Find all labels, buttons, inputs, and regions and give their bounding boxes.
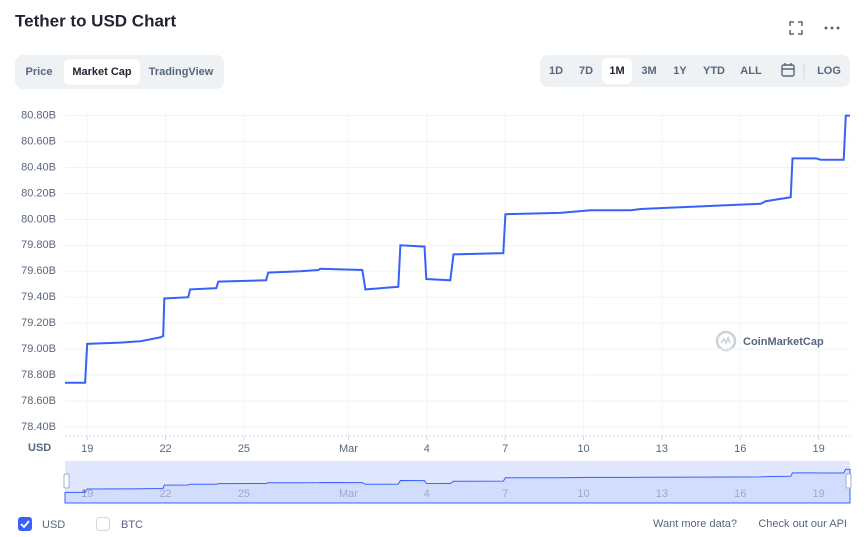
y-tick-label: 79.00B <box>21 343 56 355</box>
range-button[interactable]: 7D <box>579 65 593 77</box>
y-tick-label: 79.80B <box>21 239 56 251</box>
log-button[interactable]: LOG <box>817 65 841 77</box>
y-tick-label: 79.40B <box>21 291 56 303</box>
legend-entry: USD <box>42 519 65 531</box>
range-button[interactable]: 3M <box>641 65 656 77</box>
api-prompt: Want more data? <box>653 518 737 530</box>
x-tick-label: 7 <box>502 443 508 455</box>
legend-entry: BTC <box>121 519 143 531</box>
tab-active-bg <box>64 59 140 85</box>
range-button[interactable]: ALL <box>740 65 762 77</box>
range-button[interactable]: 1D <box>549 65 563 77</box>
y-tick-label: 79.20B <box>21 317 56 329</box>
x-tick-label: Mar <box>339 443 358 455</box>
calendar-icon[interactable] <box>781 63 795 77</box>
x-tick-label: 19 <box>81 443 93 455</box>
api-link[interactable]: Check out our API <box>758 518 847 530</box>
y-tick-label: 80.80B <box>21 110 56 122</box>
usd-checkbox[interactable] <box>18 517 32 531</box>
y-tick-label: 79.60B <box>21 265 56 277</box>
y-tick-label: 80.00B <box>21 213 56 225</box>
more-icon[interactable] <box>824 26 840 30</box>
navigator-area <box>64 468 851 504</box>
x-tick-label: 4 <box>424 443 430 455</box>
tab[interactable]: Price <box>26 66 53 78</box>
range-button[interactable]: 1M <box>609 65 624 77</box>
y-tick-label: 80.40B <box>21 161 56 173</box>
watermark-text: CoinMarketCap <box>743 336 824 348</box>
chart-title: Tether to USD Chart <box>15 11 177 30</box>
check-mark <box>20 520 30 529</box>
x-tick-label: 10 <box>577 443 589 455</box>
navigator-handle[interactable] <box>63 473 70 489</box>
y-tick-label: 78.40B <box>21 421 56 433</box>
x-tick-label: 19 <box>813 443 825 455</box>
x-tick-label: 22 <box>159 443 171 455</box>
navigator-handle[interactable] <box>845 473 852 489</box>
fullscreen-icon[interactable] <box>789 21 803 35</box>
range-active-bg <box>602 58 632 84</box>
tab[interactable]: Market Cap <box>72 66 132 78</box>
y-tick-label: 80.20B <box>21 187 56 199</box>
price-line <box>65 114 850 384</box>
tab[interactable]: TradingView <box>149 66 214 78</box>
x-tick-label: 16 <box>734 443 746 455</box>
y-unit-label: USD <box>28 442 51 454</box>
x-tick-label: 25 <box>238 443 250 455</box>
x-tick-label: 13 <box>656 443 668 455</box>
y-tick-label: 80.60B <box>21 135 56 147</box>
range-button[interactable]: 1Y <box>673 65 687 77</box>
range-button[interactable]: YTD <box>703 65 725 77</box>
y-tick-label: 78.80B <box>21 369 56 381</box>
btc-checkbox[interactable] <box>96 517 110 531</box>
y-tick-label: 78.60B <box>21 395 56 407</box>
watermark <box>715 330 737 352</box>
